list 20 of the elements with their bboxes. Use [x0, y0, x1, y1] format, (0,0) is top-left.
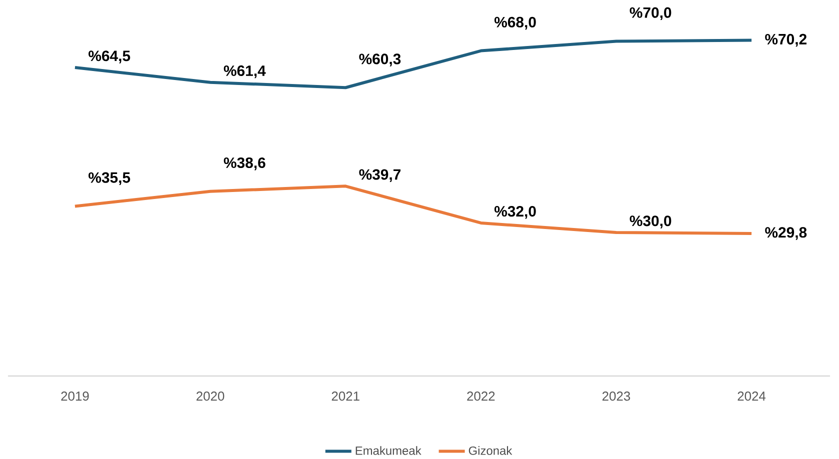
legend-label: Gizonak [468, 446, 512, 455]
data-label: %70,0 [630, 7, 672, 20]
data-label: %30,0 [630, 216, 672, 228]
x-tick-label: 2023 [602, 392, 630, 401]
x-tick-label: 2019 [61, 392, 89, 401]
data-label: %64,5 [88, 50, 130, 64]
data-label: %32,0 [494, 206, 536, 219]
x-tick-label: 2024 [738, 392, 766, 401]
x-tick-label: 2021 [332, 392, 360, 401]
data-label: %38,6 [224, 157, 266, 170]
data-label: %61,4 [224, 65, 266, 78]
data-label: %70,2 [765, 34, 806, 47]
x-tick-label: 2022 [467, 392, 495, 401]
data-label: %60,3 [359, 54, 401, 66]
legend-label: Emakumeak [356, 446, 422, 455]
data-label: %29,8 [765, 227, 807, 240]
x-tick-label: 2020 [196, 392, 224, 401]
data-label: %39,7 [359, 169, 401, 182]
data-label: %35,5 [88, 172, 130, 186]
data-label: %68,0 [494, 16, 536, 30]
